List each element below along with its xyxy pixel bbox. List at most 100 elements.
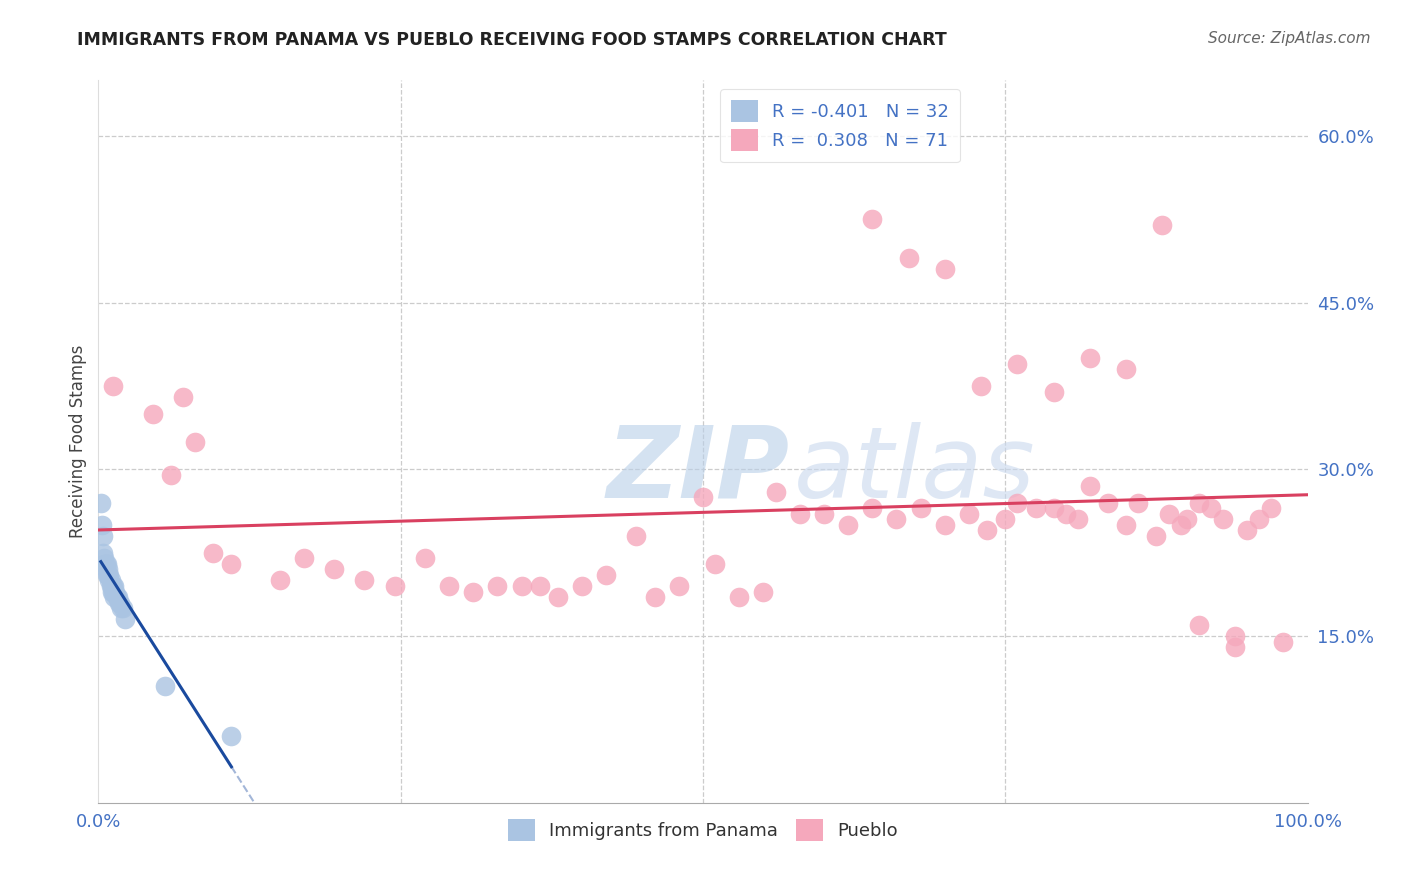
Point (1223, 629, 1246, 643)
Point (97, 562, 120, 576)
Point (970, 379, 993, 393)
Point (813, 507, 835, 521)
Point (752, 584, 775, 599)
Point (1115, 362, 1137, 376)
Point (1152, 218, 1174, 232)
Point (1128, 496, 1150, 510)
Point (668, 579, 690, 593)
Point (765, 484, 787, 499)
Point (886, 512, 908, 526)
Point (184, 434, 207, 449)
Point (510, 579, 533, 593)
Point (644, 590, 666, 604)
Point (1170, 517, 1192, 532)
Point (1054, 507, 1077, 521)
Point (1007, 496, 1029, 510)
Point (221, 557, 243, 571)
Point (1042, 384, 1064, 399)
Y-axis label: Receiving Food Stamps: Receiving Food Stamps (69, 345, 87, 538)
Point (837, 517, 859, 532)
Point (323, 562, 346, 576)
Point (101, 584, 124, 599)
Point (221, 729, 243, 743)
Point (1212, 512, 1234, 526)
Point (1042, 501, 1064, 516)
Point (860, 501, 883, 516)
Point (1157, 507, 1180, 521)
Point (571, 579, 593, 593)
Point (1260, 501, 1282, 516)
Point (100, 579, 122, 593)
Point (103, 590, 125, 604)
Point (547, 590, 569, 604)
Point (100, 574, 122, 588)
Point (353, 574, 375, 588)
Point (172, 390, 194, 404)
Point (463, 584, 485, 599)
Point (93, 557, 115, 571)
Point (1188, 496, 1211, 510)
Point (626, 529, 648, 543)
Point (104, 584, 127, 599)
Point (91, 529, 114, 543)
Point (704, 557, 727, 571)
Point (160, 467, 183, 482)
Point (529, 579, 551, 593)
Point (103, 579, 125, 593)
Point (101, 579, 124, 593)
Point (1188, 618, 1211, 632)
Point (728, 590, 751, 604)
Point (100, 584, 122, 599)
Point (934, 517, 956, 532)
Point (269, 574, 291, 588)
Point (100, 579, 122, 593)
Point (384, 579, 406, 593)
Point (107, 590, 129, 604)
Point (860, 212, 883, 227)
Point (1236, 524, 1258, 538)
Point (292, 551, 315, 566)
Point (101, 379, 124, 393)
Point (97, 568, 120, 582)
Point (1067, 512, 1090, 526)
Point (1223, 640, 1246, 655)
Point (1078, 351, 1101, 366)
Point (486, 579, 509, 593)
Point (202, 546, 225, 560)
Point (93, 551, 115, 566)
Point (1115, 517, 1137, 532)
Point (91, 517, 114, 532)
Point (413, 551, 436, 566)
Point (98, 568, 121, 582)
Point (105, 590, 128, 604)
Point (994, 512, 1017, 526)
Point (108, 596, 131, 610)
Point (1249, 512, 1271, 526)
Point (91, 546, 114, 560)
Point (1097, 496, 1119, 510)
Point (789, 507, 811, 521)
Point (1007, 357, 1029, 371)
Point (96, 568, 118, 582)
Text: ZIP: ZIP (606, 422, 789, 519)
Point (1175, 512, 1198, 526)
Text: atlas: atlas (793, 422, 1035, 519)
Point (595, 568, 617, 582)
Point (934, 262, 956, 277)
Point (96, 557, 118, 571)
Text: IMMIGRANTS FROM PANAMA VS PUEBLO RECEIVING FOOD STAMPS CORRELATION CHART: IMMIGRANTS FROM PANAMA VS PUEBLO RECEIVI… (77, 31, 948, 49)
Point (1024, 501, 1046, 516)
Point (153, 679, 176, 693)
Point (1199, 501, 1222, 516)
Point (114, 612, 136, 626)
Point (1146, 529, 1168, 543)
Point (90, 496, 112, 510)
Point (976, 524, 998, 538)
Point (98, 574, 121, 588)
Point (142, 407, 165, 421)
Legend: Immigrants from Panama, Pueblo: Immigrants from Panama, Pueblo (501, 812, 905, 848)
Point (94, 562, 117, 576)
Point (94, 557, 117, 571)
Point (957, 507, 980, 521)
Text: Source: ZipAtlas.com: Source: ZipAtlas.com (1208, 31, 1371, 46)
